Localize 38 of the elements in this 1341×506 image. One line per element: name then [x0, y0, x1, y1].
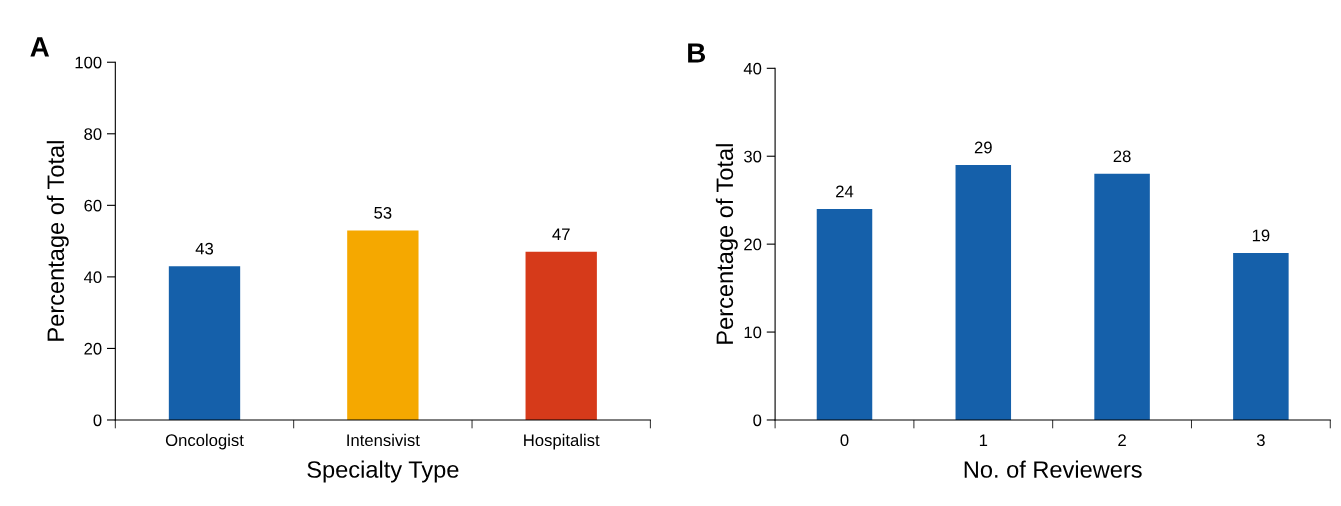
y-tick-label: 0 — [93, 414, 102, 427]
y-tick-label: 10 — [744, 326, 762, 339]
data-label: 28 — [1113, 150, 1131, 163]
data-label: 29 — [974, 141, 992, 154]
y-tick-label: 20 — [84, 342, 102, 355]
y-axis-title: Percentage of Total — [46, 141, 69, 341]
bar — [168, 266, 241, 420]
x-axis-title: No. of Reviewers — [964, 460, 1142, 478]
y-tick-label: 30 — [744, 150, 762, 163]
x-tick-label: 2 — [1118, 434, 1126, 446]
y-tick-label: 40 — [743, 62, 762, 75]
bar — [347, 230, 419, 420]
data-label: 43 — [195, 242, 214, 255]
x-tick-label: Oncologist — [165, 433, 244, 450]
y-tick-label: 40 — [83, 271, 102, 284]
y-tick-label: 100 — [75, 56, 102, 69]
x-tick-label: 3 — [1256, 434, 1265, 447]
bar — [955, 165, 1012, 420]
x-tick-label: Hospitalist — [524, 433, 600, 450]
x-tick-label: 0 — [840, 434, 849, 447]
y-tick-label: 20 — [744, 238, 762, 251]
data-label: 19 — [1252, 229, 1270, 242]
chart-title: B — [688, 43, 706, 63]
bar — [1094, 173, 1150, 420]
data-label: 24 — [836, 185, 854, 198]
chart-title: A — [30, 37, 50, 57]
bar — [525, 251, 597, 420]
data-label: 53 — [374, 206, 392, 219]
y-axis-title: Percentage of Total — [715, 144, 738, 344]
x-tick-label: Intensivist — [347, 433, 420, 447]
data-label: 47 — [552, 228, 570, 241]
y-tick-label: 60 — [84, 199, 102, 212]
x-tick-label: 1 — [979, 434, 988, 446]
x-axis-title: Specialty Type — [307, 460, 459, 483]
bar — [1233, 252, 1289, 420]
y-tick-label: 0 — [753, 414, 762, 427]
y-tick-label: 80 — [84, 128, 102, 140]
bar — [816, 208, 873, 420]
